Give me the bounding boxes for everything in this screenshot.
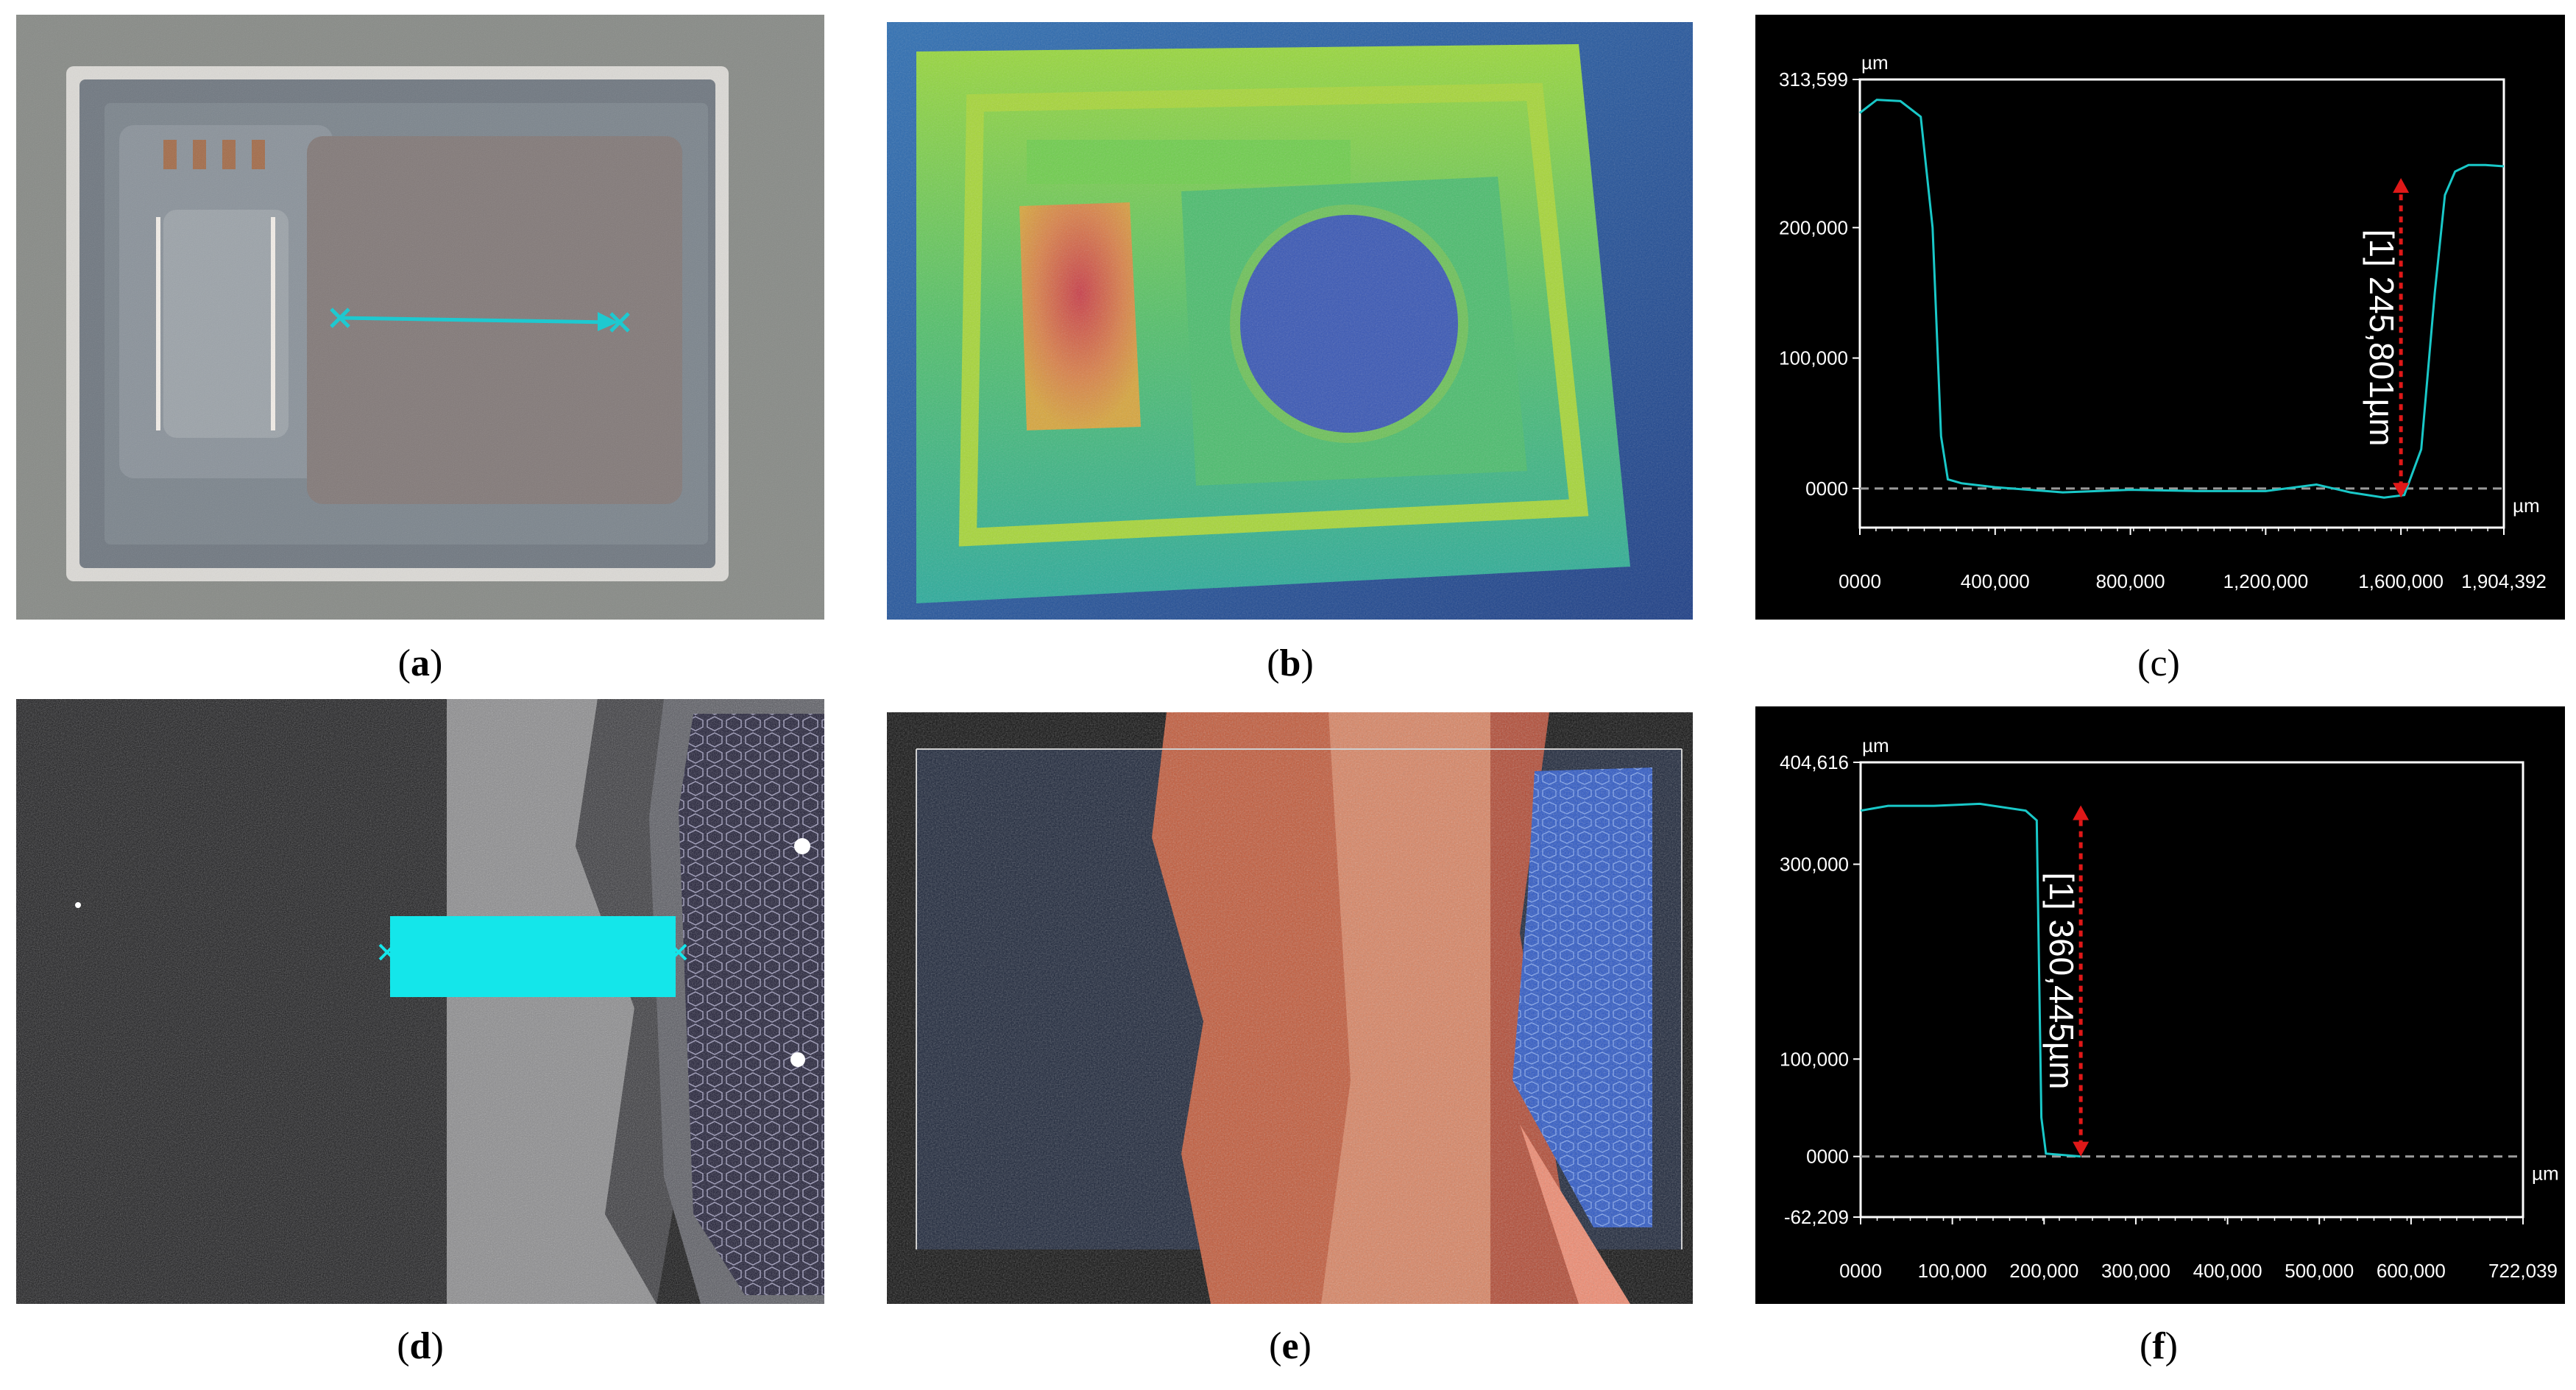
measurement-label: [1] 360,445µm: [2042, 873, 2081, 1090]
height-map-image: [887, 22, 1693, 620]
measurement-label: [1] 245,801µm: [2363, 230, 2401, 447]
x-tick-label: 400,000: [1961, 570, 2030, 592]
selection-rectangle: [390, 916, 676, 997]
y-unit-label: µm: [1861, 52, 1889, 74]
x-tick-label: 800,000: [2096, 570, 2165, 592]
y-tick-label: 404,616: [1780, 751, 1849, 773]
panel-e-3d-height-map: [887, 712, 1693, 1304]
microscope-edge-image: [16, 699, 824, 1304]
panel-f-profile-chart: µm µm 404,616 300,000 100,000 0000 -62,209 0000…: [1755, 706, 2565, 1304]
measurement-arrow-head-bottom: [2073, 1141, 2090, 1157]
panel-b-height-map: [887, 22, 1693, 620]
panel-d-microscope-image: [16, 699, 824, 1304]
x-tick-label: 1,904,392: [2461, 570, 2547, 592]
y-tick-label: 300,000: [1780, 853, 1849, 875]
optical-chip-image: [16, 15, 824, 620]
measure-end-marker: [609, 312, 630, 333]
y-tick-label: 100,000: [1779, 347, 1848, 369]
x-unit-label: µm: [2513, 494, 2540, 517]
measure-start-marker: [330, 308, 350, 328]
plot-frame: [1859, 761, 2524, 1219]
x-tick-label: 600,000: [2377, 1260, 2446, 1282]
measurement-arrow-head-bottom: [2393, 483, 2410, 498]
profile-chart-f: µm µm 404,616 300,000 100,000 0000 -62,209 0000…: [1780, 734, 2559, 1282]
caption-f: (f): [2140, 1325, 2178, 1367]
measurement-arrow-head-top: [2393, 177, 2410, 193]
y-tick-label: 313,599: [1779, 68, 1848, 91]
caption-b: (b): [1267, 642, 1314, 684]
y-tick-label: -62,209: [1784, 1206, 1849, 1228]
x-unit-label: µm: [2532, 1163, 2559, 1185]
y-tick-label: 0000: [1806, 1146, 1849, 1168]
x-tick-label: 722,039: [2488, 1260, 2558, 1282]
profile-chart-c: µm µm 313,599 200,000 100,000 0000 0000 400,000…: [1779, 52, 2547, 592]
y-tick-label: 100,000: [1780, 1048, 1849, 1070]
x-tick-label: 100,000: [1918, 1260, 1987, 1282]
profile-line: [1859, 99, 2505, 499]
x-tick-label: 1,600,000: [2358, 570, 2444, 592]
caption-a: (a): [397, 642, 443, 684]
x-tick-label: 0000: [1839, 1260, 1882, 1282]
x-tick-label: 500,000: [2285, 1260, 2354, 1282]
panel-c-profile-chart: µm µm 313,599 200,000 100,000 0000 0000 400,000…: [1755, 15, 2565, 620]
y-tick-label: 200,000: [1779, 216, 1848, 238]
x-tick-label: 1,200,000: [2223, 570, 2309, 592]
measurement-arrow-head-top: [2073, 805, 2090, 820]
3d-height-map-image: [887, 712, 1693, 1304]
caption-d: (d): [397, 1325, 444, 1367]
plot-frame: [1858, 78, 2505, 529]
y-unit-label: µm: [1862, 734, 1889, 756]
selection-left-marker: [378, 943, 396, 961]
caption-e: (e): [1269, 1325, 1312, 1367]
caption-c: (c): [2137, 642, 2180, 684]
y-tick-label: 0000: [1805, 478, 1848, 500]
panel-a-optical-image: [16, 15, 824, 620]
x-tick-label: 0000: [1839, 570, 1881, 592]
profile-line: [1860, 802, 2081, 1158]
x-tick-label: 300,000: [2101, 1260, 2170, 1282]
x-tick-label: 200,000: [2009, 1260, 2078, 1282]
x-tick-label: 400,000: [2193, 1260, 2262, 1282]
selection-right-marker: [670, 943, 687, 961]
